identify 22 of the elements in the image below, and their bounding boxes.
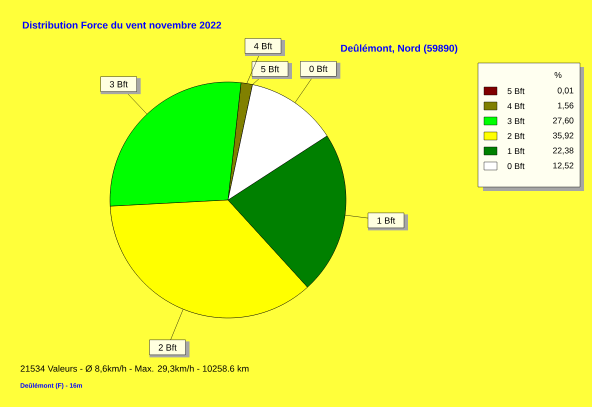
data-label: 12,52 bbox=[553, 162, 574, 170]
legend-title: % bbox=[554, 72, 562, 78]
data-label: 22,38 bbox=[553, 148, 574, 154]
legend-label: 1 Bft bbox=[508, 148, 525, 154]
legend-label: 2 Bft bbox=[508, 132, 525, 140]
slice-label: 2 Bft bbox=[158, 344, 177, 351]
legend-label: 3 Bft bbox=[508, 118, 525, 124]
chart-title: Distribution Force du vent novembre 2022 bbox=[22, 21, 222, 29]
legend-label: 4 Bft bbox=[507, 102, 525, 110]
data-label: 1,56 bbox=[558, 102, 574, 110]
legend-label: 5 Bft bbox=[508, 88, 525, 94]
legend-label: 0 Bft bbox=[508, 162, 525, 170]
slice-label: 1 Bft bbox=[377, 217, 396, 224]
text: 21534 Valeurs - Ø 8,6km/h - Max. 29,3km/h - 10258.6 km bbox=[20, 365, 248, 373]
data-label: 27,60 bbox=[553, 118, 574, 124]
slice-label: 5 Bft bbox=[261, 66, 280, 72]
data-label: 35,92 bbox=[552, 132, 574, 140]
slice-label: 4 Bft bbox=[254, 42, 272, 50]
chart-subtitle: Deûlémont, Nord (59890) bbox=[341, 44, 458, 54]
slice-label: 0 Bft bbox=[309, 65, 328, 72]
data-label: 0,01 bbox=[558, 88, 574, 94]
slice-label: 3 Bft bbox=[110, 80, 128, 88]
